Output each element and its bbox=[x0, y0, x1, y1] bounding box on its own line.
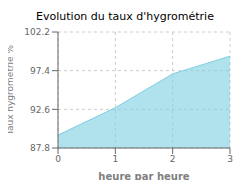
svg-text:3: 3 bbox=[227, 154, 233, 164]
svg-text:0: 0 bbox=[55, 154, 61, 164]
svg-text:heure par heure: heure par heure bbox=[98, 171, 189, 180]
svg-text:2: 2 bbox=[170, 154, 176, 164]
svg-text:1: 1 bbox=[112, 154, 118, 164]
svg-text:97.4: 97.4 bbox=[30, 66, 50, 76]
svg-text:92.6: 92.6 bbox=[30, 105, 50, 115]
svg-text:102.2: 102.2 bbox=[24, 27, 50, 37]
svg-text:Taux hygrométrie %: Taux hygrométrie % bbox=[8, 44, 15, 136]
svg-text:87.8: 87.8 bbox=[30, 143, 50, 153]
html-text:Evolution du taux d'hygrométri: Evolution du taux d'hygrométrie bbox=[36, 10, 214, 23]
